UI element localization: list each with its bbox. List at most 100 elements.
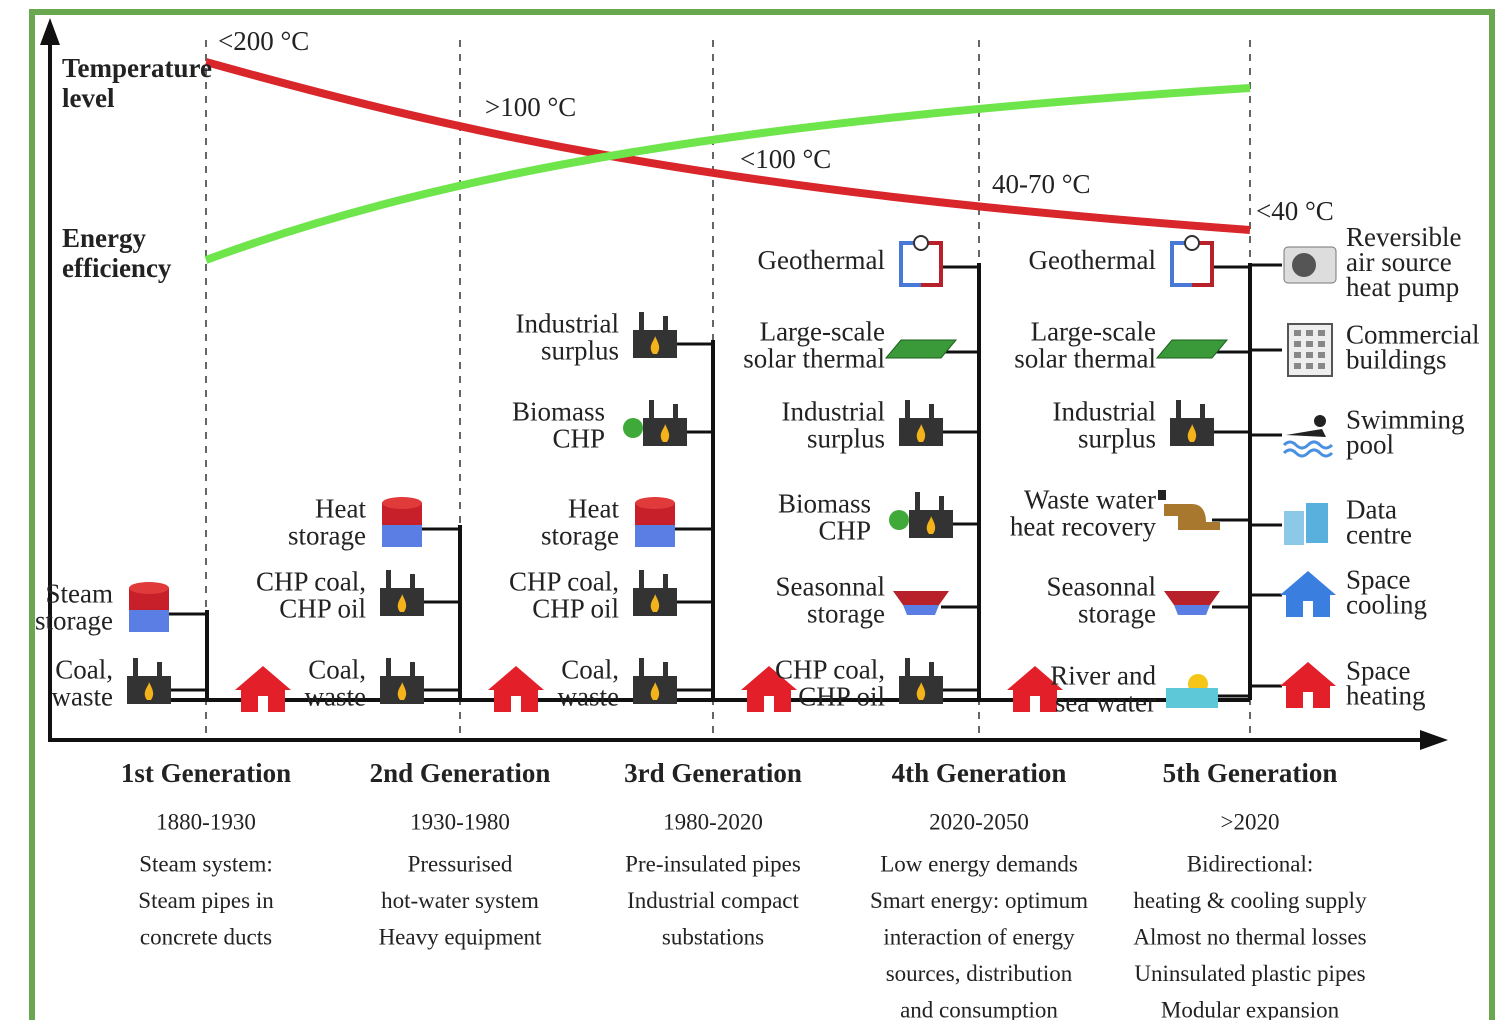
icon-part	[929, 404, 934, 420]
icon	[380, 570, 424, 616]
temperature-label: <40 °C	[1256, 196, 1334, 226]
icon-part	[1318, 352, 1325, 358]
icon	[909, 492, 953, 538]
temperature-label: <200 °C	[218, 26, 309, 56]
source-label: CHP	[552, 424, 605, 454]
icon-part	[650, 336, 660, 354]
icon-part	[1303, 601, 1313, 617]
icon-part	[635, 503, 675, 525]
generation-description: substations	[662, 924, 764, 949]
source-label: Steam	[46, 579, 114, 609]
icon	[1170, 400, 1214, 446]
icon-part	[741, 666, 797, 712]
source-label: storage	[541, 521, 619, 551]
consumer-label: Commercial	[1346, 320, 1479, 350]
source-label: Biomass	[512, 397, 605, 427]
icon-part	[660, 424, 670, 442]
source-label: Coal,	[561, 655, 619, 685]
source-label: Seasonnal	[1047, 572, 1156, 602]
icon-part	[929, 662, 934, 678]
source-label: solar thermal	[1014, 344, 1156, 374]
icon	[1166, 674, 1218, 708]
icon-part	[1294, 330, 1301, 336]
icon	[643, 400, 687, 446]
icon-part	[635, 497, 675, 509]
icon-part	[921, 241, 943, 287]
icon	[741, 666, 797, 712]
generation-description: Bidirectional:	[1187, 851, 1313, 876]
icon-part	[129, 582, 169, 594]
icon	[635, 497, 675, 547]
icon-part	[382, 525, 422, 547]
source-label: waste	[52, 682, 113, 712]
icon-part	[488, 666, 544, 712]
icon	[380, 658, 424, 704]
icon-part	[663, 662, 668, 678]
generation-name: 5th Generation	[1163, 758, 1338, 788]
generation-name: 4th Generation	[892, 758, 1067, 788]
icon-part	[639, 312, 644, 332]
generation-dividers	[205, 40, 1251, 735]
icon-part	[144, 682, 154, 700]
icon-part	[386, 658, 391, 678]
icon	[899, 400, 943, 446]
icon-part	[1170, 241, 1192, 287]
generation-description: Pressurised	[408, 851, 513, 876]
icon-part	[1200, 404, 1205, 420]
icon	[623, 418, 643, 438]
icon-part	[382, 497, 422, 509]
consumer-label: heat pump	[1346, 272, 1459, 302]
generation-description: Low energy demands	[880, 851, 1078, 876]
icon-part	[893, 591, 949, 605]
icon-part	[884, 339, 958, 359]
source-label: storage	[1078, 599, 1156, 629]
icon	[633, 658, 677, 704]
icon-part	[1280, 662, 1336, 708]
generation-description: Heavy equipment	[379, 924, 542, 949]
icon	[899, 658, 943, 704]
icon-part	[673, 404, 678, 420]
source-label: CHP coal,	[256, 567, 366, 597]
icon	[1164, 591, 1220, 615]
icon-part	[1155, 339, 1229, 359]
icon-part	[905, 658, 910, 678]
source-label: Waste water	[1024, 485, 1156, 515]
icon-part	[511, 696, 521, 712]
icon	[633, 570, 677, 616]
generation-description: Modular expansion	[1161, 997, 1340, 1020]
icon-part	[397, 594, 407, 612]
icon-part	[899, 241, 921, 287]
icon-part	[410, 662, 415, 678]
icon-part	[913, 235, 929, 251]
temperature-label: >100 °C	[485, 92, 576, 122]
icon-part	[639, 658, 644, 678]
icon	[1287, 323, 1333, 377]
source-label: CHP oil	[798, 682, 885, 712]
icon-part	[1282, 440, 1334, 458]
icon-part	[1306, 341, 1313, 347]
icon-part	[1294, 341, 1301, 347]
icon	[129, 582, 169, 632]
icon-part	[939, 496, 944, 512]
consumer-label: air source	[1346, 247, 1452, 277]
icon	[235, 666, 291, 712]
icon-part	[1164, 591, 1220, 605]
icon-part	[926, 516, 936, 534]
generation-description: Uninsulated plastic pipes	[1134, 961, 1365, 986]
generation-description: hot-water system	[381, 888, 539, 913]
icon	[1155, 339, 1229, 359]
generation-name: 3rd Generation	[624, 758, 802, 788]
generation-description: Steam pipes in	[138, 888, 274, 913]
icon-part	[1318, 341, 1325, 347]
icon-part	[903, 605, 939, 615]
generation-description: Industrial compact	[627, 888, 799, 913]
icon-part	[915, 492, 920, 512]
icon-part	[916, 424, 926, 442]
generation-years: 1980-2020	[663, 809, 763, 834]
icon-part	[1164, 504, 1220, 530]
icon-part	[129, 588, 169, 610]
icon	[893, 591, 949, 615]
source-label: Geothermal	[1029, 245, 1156, 275]
